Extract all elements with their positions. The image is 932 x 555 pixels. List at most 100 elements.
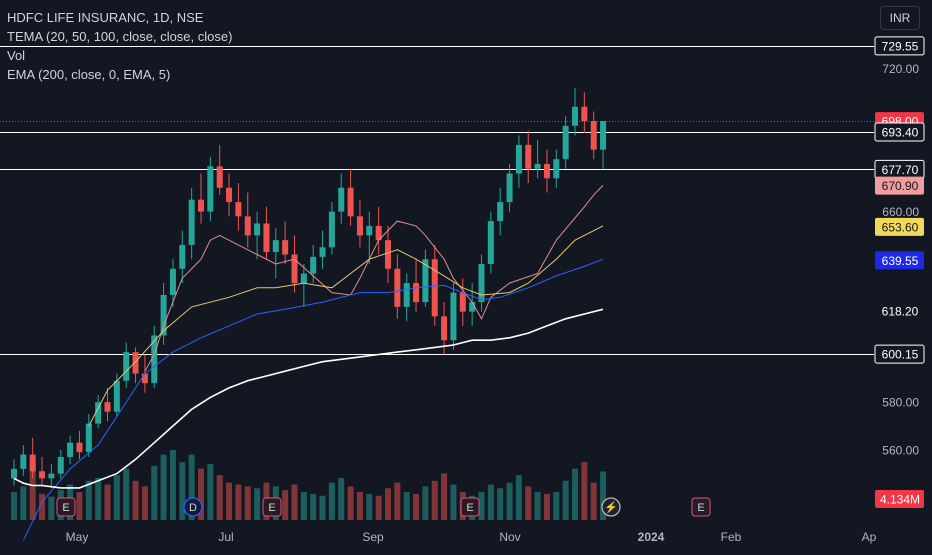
tema-indicator-label[interactable]: TEMA (20, 50, 100, close, close, close) [7,29,233,44]
candle-body [235,202,242,217]
price-label-text: 618.20 [882,305,919,319]
candle-body [104,402,111,412]
volume-bar [450,484,457,520]
event-marker-earnings[interactable]: E [460,497,480,517]
candle-body [113,380,120,412]
price-label-box [875,176,924,195]
candle-body [413,283,420,303]
volume-bar [534,492,541,520]
candle-body [338,187,345,212]
volume-bar [76,492,83,520]
volume-bar [48,496,55,520]
candle-body [151,335,158,384]
earnings-marker-box [56,497,76,517]
event-marker-label: E [268,502,275,514]
candle-body [356,216,363,236]
volume-bar [328,482,335,520]
volume-bar [572,468,578,520]
y-tick-label: 720.00 [882,62,919,76]
earnings-marker-box [691,497,711,517]
price-label-tema20: 670.90 [875,176,924,195]
candle-body [198,199,204,212]
symbol-title[interactable]: HDFC LIFE INSURANC, 1D, NSE [7,10,204,25]
candle-body [403,283,410,307]
candle-body [300,273,307,284]
volume-bar [394,482,401,520]
price-label-box [875,490,924,508]
candle-body [600,121,607,150]
candle-body [497,202,504,222]
candle-body [226,187,233,203]
volume-bar [497,488,504,520]
volume-bar [198,468,204,520]
volume-bar [132,480,139,520]
price-label-line: 693.40 [874,122,925,142]
indicator-line [88,225,604,427]
volume-bar [85,480,92,520]
indicator-lines-layer [13,185,604,541]
volume-indicator-label[interactable]: Vol [7,48,26,63]
volume-bar [188,454,195,520]
volume-bar [123,468,130,520]
volume-bar [422,486,429,520]
candle-body [76,442,83,453]
price-label-text: 729.55 [882,39,919,53]
volume-bar [413,493,420,520]
volume-bar [113,475,120,520]
candle-body [67,442,74,457]
time-axis: May Jul Sep Nov 2024 Feb Ap [66,530,877,544]
volume-bar [104,484,111,520]
candle-body [39,471,46,479]
volume-bar [169,450,176,520]
event-marker-earnings[interactable]: E [262,497,282,517]
event-marker-earnings[interactable]: E [56,497,76,517]
volume-bar [515,475,522,520]
event-marker-split[interactable]: ⚡ [601,497,621,517]
price-label-line: 600.15 [874,344,925,364]
price-label-box [874,344,925,364]
price-label-line: 677.70 [874,159,925,179]
event-marker-earnings[interactable]: E [691,497,711,517]
volume-bar [375,495,382,520]
volume-bar [151,465,158,520]
candle-body [525,144,532,169]
price-label-box [875,302,924,321]
volume-bar [39,493,46,520]
candle-body [141,373,148,384]
volume-bar [300,492,307,520]
candle-body [562,125,569,160]
currency-button[interactable]: INR [880,6,920,30]
volume-bar [319,495,326,520]
price-label-box [875,251,924,270]
event-marker-label: D [189,502,197,514]
volume-bar [590,482,597,520]
volume-bar [244,486,251,520]
candle-body [478,264,485,303]
event-marker-label: ⚡ [604,501,618,514]
volume-bar [179,462,186,520]
volume-bar [95,478,102,520]
candle-body [160,294,167,336]
candle-body [216,166,223,188]
y-tick-label: 660.00 [882,205,919,219]
split-marker-circle [601,497,621,517]
volume-bar [235,484,242,520]
horizontal-lines-layer [0,46,874,355]
x-tick-label: Nov [499,530,520,544]
candle-body [29,454,36,472]
event-marker-label: E [62,502,69,514]
event-marker-dividend[interactable]: D [183,497,203,517]
event-marker-label: E [466,502,473,514]
volume-bar [366,493,373,520]
ema-indicator-label[interactable]: EMA (200, close, 0, EMA, 5) [7,67,171,82]
volume-bar [310,493,317,520]
candle-body [48,473,55,479]
volume-bar [11,492,17,520]
x-tick-label: Jul [218,530,233,544]
volume-bar [160,454,167,520]
y-tick-label: 560.00 [882,443,919,457]
indicator-line [13,308,604,489]
chart-legend: HDFC LIFE INSURANC, 1D, NSE TEMA (20, 50… [7,8,232,84]
